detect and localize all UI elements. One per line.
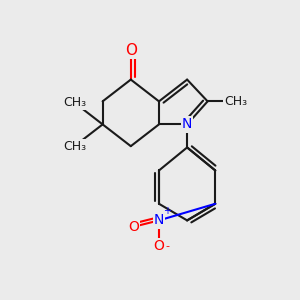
Text: CH₃: CH₃: [224, 95, 247, 108]
Text: O: O: [125, 43, 137, 58]
Text: CH₃: CH₃: [63, 140, 86, 153]
Text: +: +: [163, 206, 171, 216]
Text: -: -: [166, 241, 170, 251]
Text: N: N: [154, 213, 164, 227]
Text: N: N: [182, 117, 192, 131]
Text: O: O: [128, 220, 139, 234]
Text: CH₃: CH₃: [63, 96, 86, 109]
Text: O: O: [154, 239, 164, 253]
